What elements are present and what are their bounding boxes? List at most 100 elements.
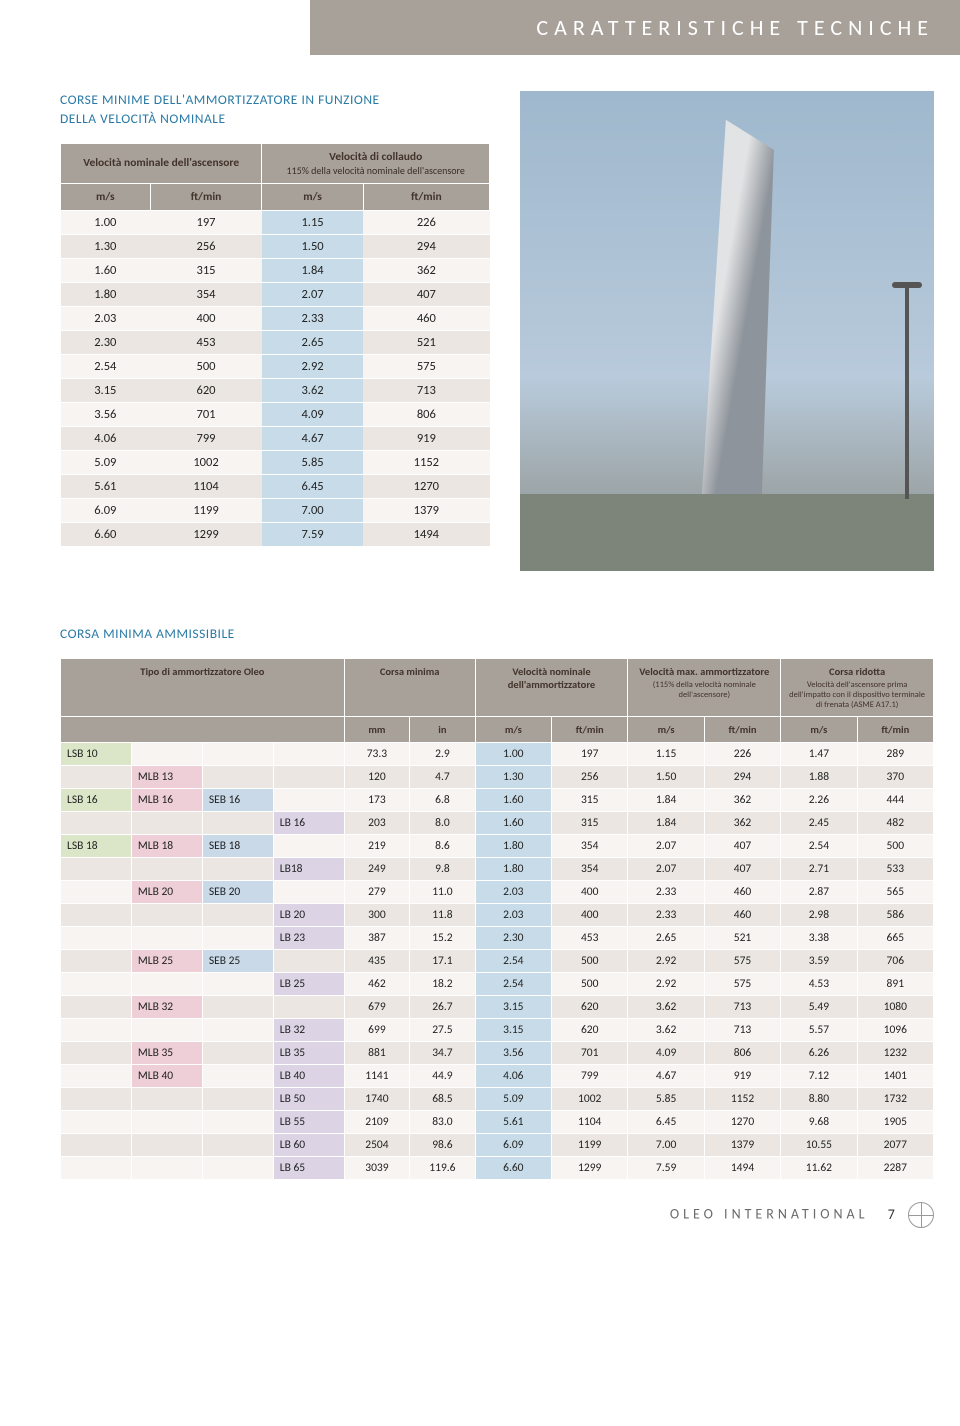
table-row: MLB 35LB 3588134.73.567014.098066.261232 [61, 1042, 934, 1065]
section1-title: CORSE MINIME DELL'AMMORTIZZATORE IN FUNZ… [60, 91, 490, 129]
table-cell: 1104 [552, 1111, 628, 1134]
table-cell: 4.7 [410, 766, 475, 789]
table-cell: 362 [704, 789, 780, 812]
table-cell: 7.12 [781, 1065, 857, 1088]
table-cell: 2.03 [61, 306, 151, 330]
product-cell [202, 904, 273, 927]
table-cell: 891 [857, 973, 933, 996]
table-cell: 407 [704, 858, 780, 881]
table-cell: 11.0 [410, 881, 475, 904]
table-cell: 482 [857, 812, 933, 835]
footer-brand: OLEO INTERNATIONAL [670, 1206, 869, 1223]
table-cell: 2109 [344, 1111, 409, 1134]
product-cell: LSB 18 [61, 835, 132, 858]
product-cell [131, 1019, 202, 1042]
table-cell: 315 [552, 812, 628, 835]
product-cell: SEB 20 [202, 881, 273, 904]
table-cell: 713 [704, 996, 780, 1019]
table-cell: 713 [704, 1019, 780, 1042]
table-cell: 17.1 [410, 950, 475, 973]
table-cell: 701 [150, 402, 262, 426]
t2-u-ms2: m/s [628, 717, 704, 743]
table-cell: 370 [857, 766, 933, 789]
product-cell [61, 1157, 132, 1180]
table-cell: 83.0 [410, 1111, 475, 1134]
table-cell: 500 [552, 950, 628, 973]
table-row: 6.6012997.591494 [61, 522, 490, 546]
table-cell: 1270 [363, 474, 489, 498]
page-footer: OLEO INTERNATIONAL 7 [0, 1180, 960, 1242]
product-cell [202, 927, 273, 950]
product-cell: LB 60 [273, 1134, 344, 1157]
t2-u-ft2: ft/min [704, 717, 780, 743]
product-cell [202, 1088, 273, 1111]
table-cell: 565 [857, 881, 933, 904]
product-cell: LSB 10 [61, 743, 132, 766]
table-cell: 575 [363, 354, 489, 378]
product-cell [131, 743, 202, 766]
table-row: 3.567014.09806 [61, 402, 490, 426]
table-cell: 2287 [857, 1157, 933, 1180]
table-cell: 444 [857, 789, 933, 812]
table-cell: 1740 [344, 1088, 409, 1111]
table-cell: 15.2 [410, 927, 475, 950]
t1-head-col2: Velocità di collaudo 115% della velocità… [262, 143, 490, 183]
table-cell: 1270 [704, 1111, 780, 1134]
product-cell [202, 766, 273, 789]
table-cell: 400 [552, 881, 628, 904]
table-cell: 533 [857, 858, 933, 881]
product-cell: MLB 40 [131, 1065, 202, 1088]
product-cell: LB 35 [273, 1042, 344, 1065]
table-cell: 701 [552, 1042, 628, 1065]
table-cell: 120 [344, 766, 409, 789]
t2-u-ms1: m/s [475, 717, 551, 743]
table-cell: 1379 [363, 498, 489, 522]
table-cell: 279 [344, 881, 409, 904]
table-cell: 1080 [857, 996, 933, 1019]
table-cell: 10.55 [781, 1134, 857, 1157]
table-cell: 521 [704, 927, 780, 950]
product-cell [131, 1134, 202, 1157]
table-cell: 4.53 [781, 973, 857, 996]
table-cell: 4.67 [628, 1065, 704, 1088]
table-cell: 226 [704, 743, 780, 766]
t1-unit-ft1: ft/min [150, 183, 262, 210]
table-cell: 11.8 [410, 904, 475, 927]
table-row: LB182499.81.803542.074072.71533 [61, 858, 934, 881]
table-cell: 620 [150, 378, 262, 402]
table-cell: 500 [857, 835, 933, 858]
table-cell: 1.50 [262, 234, 363, 258]
table-cell: 362 [363, 258, 489, 282]
table-cell: 799 [150, 426, 262, 450]
table-cell: 9.68 [781, 1111, 857, 1134]
t2-u-ft1: ft/min [552, 717, 628, 743]
product-cell [61, 1111, 132, 1134]
product-cell [202, 1042, 273, 1065]
table-cell: 2504 [344, 1134, 409, 1157]
product-cell: LB 23 [273, 927, 344, 950]
upper-section: CORSE MINIME DELL'AMMORTIZZATORE IN FUNZ… [0, 91, 960, 601]
t1-unit-ft2: ft/min [363, 183, 489, 210]
table-row: LB 653039119.66.6012997.59149411.622287 [61, 1157, 934, 1180]
table-cell: 2077 [857, 1134, 933, 1157]
table-cell: 1232 [857, 1042, 933, 1065]
table-cell: 1152 [704, 1088, 780, 1111]
table-cell: 73.3 [344, 743, 409, 766]
table-cell: 6.60 [61, 522, 151, 546]
product-cell [61, 996, 132, 1019]
table-row: LSB 18MLB 18SEB 182198.61.803542.074072.… [61, 835, 934, 858]
table-cell: 2.65 [628, 927, 704, 950]
table-cell: 2.98 [781, 904, 857, 927]
table-cell: 1.60 [61, 258, 151, 282]
table-row: LB 162038.01.603151.843622.45482 [61, 812, 934, 835]
table-row: LSB 16MLB 16SEB 161736.81.603151.843622.… [61, 789, 934, 812]
table-cell: 1.88 [781, 766, 857, 789]
table-cell: 1096 [857, 1019, 933, 1042]
table-cell: 919 [704, 1065, 780, 1088]
table-cell: 1.84 [262, 258, 363, 282]
table-cell: 2.07 [262, 282, 363, 306]
table-row: MLB 25SEB 2543517.12.545002.925753.59706 [61, 950, 934, 973]
table-cell: 7.59 [262, 522, 363, 546]
product-cell [202, 1019, 273, 1042]
product-cell [273, 950, 344, 973]
